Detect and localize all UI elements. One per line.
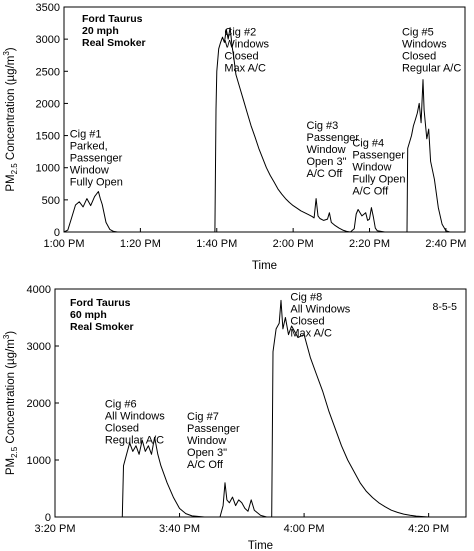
annotation-line: Closed (290, 315, 324, 327)
y-tick-label: 1500 (36, 131, 60, 143)
y-title-main: PM (5, 458, 17, 475)
x-tick-label: 3:40 PM (159, 523, 200, 535)
date-label: 8-5-5 (432, 301, 457, 313)
annotation-line: Passenger (307, 132, 360, 144)
y-axis-title: PM2.5 Concentration (µg/m3) (2, 47, 19, 191)
y-tick-label: 1000 (27, 455, 51, 467)
annotation-line: Cig #2 (224, 26, 256, 38)
annotation-line: Cig #8 (290, 291, 322, 303)
annotation-line: Cig #4 (352, 138, 384, 150)
y-title-tail: Concentration (µg/m (5, 56, 17, 164)
annotation-line: Cig #6 (105, 399, 137, 411)
x-tick-label: 1:00 PM (44, 238, 85, 250)
y-title-main: PM (5, 174, 17, 191)
annotation-line: Passenger (187, 423, 240, 435)
info-line: 60 mph (70, 309, 107, 321)
annotation-line: A/C Off (187, 459, 224, 471)
annotation-line: Cig #7 (187, 411, 219, 423)
x-tick-label: 2:00 PM (273, 238, 314, 250)
annotation-line: A/C Off (307, 168, 344, 180)
annotation-line: All Windows (105, 411, 165, 423)
x-tick-label: 1:20 PM (120, 238, 161, 250)
annotation-line: Window (70, 165, 109, 177)
y-tick-label: 0 (45, 512, 51, 524)
annotation-line: Closed (402, 50, 436, 62)
y-title-tail: Concentration (µg/m (5, 339, 17, 447)
annotation-line: Windows (224, 38, 269, 50)
annotation-line: Regular A/C (105, 435, 164, 447)
x-tick-label: 4:00 PM (284, 523, 325, 535)
x-tick-label: 3:20 PM (35, 523, 76, 535)
series-line (63, 27, 465, 233)
annotation-line: Window (352, 162, 391, 174)
info-line: Ford Taurus (82, 13, 143, 25)
annotation-line: A/C Off (352, 186, 389, 198)
chart-top: 0 500 1000 1500 2000 2500 3000 3500 1:00 PM 1:20 … (2, 2, 466, 272)
y-title-sup: 3 (2, 334, 11, 339)
series-line (55, 299, 466, 518)
annotation-line: Passenger (352, 150, 405, 162)
y-title-sub: 2.5 (10, 163, 19, 175)
annotation-line: Closed (224, 50, 258, 62)
y-title-sup: 3 (2, 51, 11, 56)
info-line: Real Smoker (82, 37, 146, 49)
x-axis-title: Time (248, 540, 273, 551)
annotation-line: Open 3" (187, 447, 227, 459)
y-tick-label: 2000 (27, 398, 51, 410)
chart-bottom: 0 1000 2000 3000 4000 3:20 PM 3:40 PM 4:00 PM 4:… (2, 284, 467, 551)
y-tick-label: 4000 (27, 284, 51, 296)
plot-frame (63, 6, 466, 233)
annotation-line: Cig #3 (307, 120, 339, 132)
annotation-line: Fully Open (70, 177, 123, 189)
y-tick-label: 2000 (36, 98, 60, 110)
y-tick-label: 1000 (36, 163, 60, 175)
info-line: Ford Taurus (70, 297, 131, 309)
annotation-line: Parked, (70, 141, 108, 153)
annotation-line: Regular A/C (402, 62, 461, 74)
y-axis-title: PM2.5 Concentration (µg/m3) (2, 331, 19, 475)
y-tick-label: 0 (54, 227, 60, 239)
annotation-line: Fully Open (352, 174, 405, 186)
annotation-line: Closed (105, 423, 139, 435)
annotation-line: Max A/C (224, 62, 266, 74)
annotation-line: Passenger (70, 153, 123, 165)
info-line: 20 mph (82, 25, 119, 37)
y-title-close: ) (5, 47, 17, 51)
annotation-line: Open 3" (307, 156, 347, 168)
y-tick-label: 3000 (36, 34, 60, 46)
annotation-line: Cig #1 (70, 129, 102, 141)
x-tick-label: 1:40 PM (196, 238, 237, 250)
annotation-line: Windows (402, 38, 447, 50)
y-tick-label: 3500 (36, 2, 60, 14)
x-tick-label: 4:20 PM (408, 523, 449, 535)
annotation-line: All Windows (290, 303, 350, 315)
x-axis-title: Time (252, 260, 277, 272)
annotation-line: Window (307, 144, 346, 156)
info-line: Real Smoker (70, 321, 134, 333)
annotation-line: Max A/C (290, 327, 332, 339)
y-tick-label: 3000 (27, 341, 51, 353)
y-tick-label: 500 (42, 195, 60, 207)
x-tick-label: 2:40 PM (425, 238, 466, 250)
annotation-line: Window (187, 435, 226, 447)
x-tick-label: 2:20 PM (349, 238, 390, 250)
y-title-close: ) (5, 331, 17, 335)
annotation-line: Cig #5 (402, 26, 434, 38)
y-title-sub: 2.5 (10, 446, 19, 458)
y-tick-label: 2500 (36, 66, 60, 78)
